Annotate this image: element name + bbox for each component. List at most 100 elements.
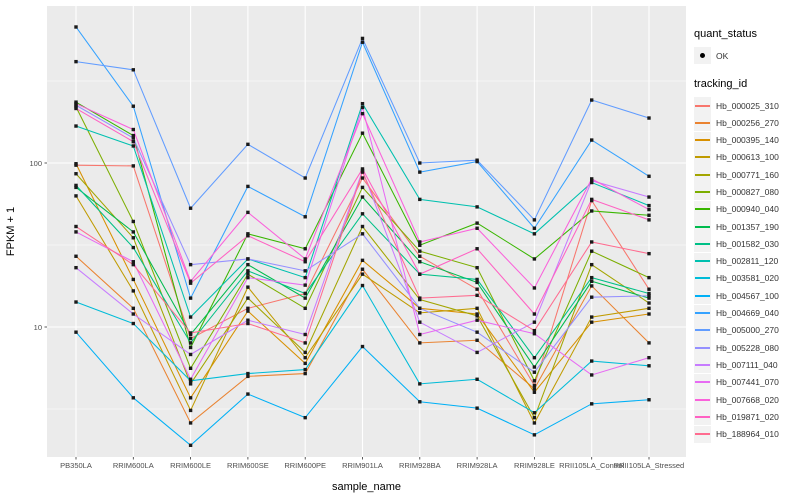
data-point	[188, 206, 193, 210]
data-point	[74, 25, 78, 29]
data-point	[131, 219, 135, 224]
data-point	[360, 267, 365, 271]
data-point	[303, 176, 307, 180]
data-point	[188, 443, 193, 447]
legend-key-swatch	[694, 373, 711, 391]
data-point	[647, 364, 651, 368]
data-point	[418, 382, 422, 386]
data-point	[246, 142, 250, 147]
legend-key-swatch	[694, 131, 711, 149]
data-point	[74, 224, 78, 229]
legend-label: Hb_000256_270	[716, 117, 779, 128]
x-tick-label: RRIM928LA	[457, 461, 498, 470]
data-point	[74, 183, 78, 188]
data-point	[647, 398, 651, 402]
legend-key-swatch	[694, 200, 711, 218]
data-point	[303, 332, 307, 337]
legend-label: Hb_003581_020	[716, 273, 779, 284]
x-tick-label: RRIM600SE	[227, 461, 269, 470]
data-point	[303, 296, 307, 300]
data-point	[590, 402, 594, 406]
data-point	[246, 269, 250, 273]
x-tick-label: RRIM600PE	[284, 461, 326, 470]
data-point	[74, 194, 78, 198]
data-point	[475, 377, 479, 381]
data-point	[590, 240, 594, 244]
legend-item-Hb_019871_020: Hb_019871_020	[694, 408, 800, 426]
data-point	[475, 306, 479, 311]
data-point	[246, 210, 250, 215]
legend-key-swatch	[694, 97, 711, 114]
data-point	[303, 350, 307, 355]
legend-label: Hb_007441_070	[716, 377, 779, 388]
data-point	[303, 361, 307, 366]
data-point	[188, 279, 193, 283]
y-tick-label: 10	[34, 323, 42, 332]
legend-key-swatch	[694, 235, 711, 253]
legend-label-ok: OK	[716, 50, 729, 61]
data-point	[418, 332, 422, 337]
legend-label: Hb_001357_190	[716, 221, 779, 232]
legend-key-line-icon	[695, 415, 710, 418]
point-marker-icon	[700, 53, 705, 58]
data-point	[131, 68, 135, 72]
data-point	[360, 167, 365, 171]
data-point	[590, 98, 594, 102]
data-point	[647, 287, 651, 291]
legend-item-Hb_000025_310: Hb_000025_310	[694, 97, 800, 114]
data-point	[418, 320, 422, 324]
data-point	[647, 301, 651, 305]
x-tick-label: RRIM600LA	[113, 461, 154, 470]
data-point	[188, 341, 193, 345]
data-point	[532, 226, 537, 230]
data-point	[188, 352, 193, 357]
data-point	[475, 205, 479, 209]
x-axis-title: sample_name	[332, 481, 401, 493]
data-point	[475, 280, 479, 285]
data-point	[647, 203, 651, 208]
data-point	[475, 158, 479, 162]
data-point	[532, 370, 537, 374]
data-point	[475, 226, 479, 230]
data-point	[418, 161, 422, 165]
data-point	[74, 254, 78, 258]
data-point	[532, 433, 537, 437]
data-point	[532, 332, 537, 336]
data-point	[246, 321, 250, 326]
data-point	[532, 328, 537, 333]
legend-key-swatch	[694, 339, 711, 357]
data-point	[475, 350, 479, 355]
data-point	[74, 162, 78, 166]
data-point	[647, 291, 651, 296]
data-point	[590, 320, 594, 324]
data-point	[647, 312, 651, 316]
data-point	[475, 406, 479, 410]
data-point	[418, 311, 422, 315]
data-point	[74, 106, 78, 111]
legend-key-line-icon	[695, 156, 710, 159]
data-point	[532, 421, 537, 425]
legend-item-ok: OK	[694, 47, 800, 64]
data-point	[590, 295, 594, 299]
data-point	[647, 213, 651, 217]
legend-item-Hb_005228_080: Hb_005228_080	[694, 339, 800, 357]
data-point	[532, 286, 537, 290]
legend-item-Hb_000771_160: Hb_000771_160	[694, 166, 800, 184]
data-point	[418, 306, 422, 311]
data-point	[590, 373, 594, 377]
legend-key-swatch	[694, 425, 711, 443]
data-point	[647, 174, 651, 178]
data-point	[131, 104, 135, 108]
legend-key-line-icon	[695, 312, 710, 315]
data-point	[360, 283, 365, 288]
data-point	[590, 262, 594, 267]
data-point	[74, 185, 78, 190]
legend-key-swatch	[694, 408, 711, 426]
data-point	[188, 396, 193, 400]
legend-key-line-icon	[695, 398, 710, 401]
legend-label: Hb_000827_080	[716, 186, 779, 197]
legend-key-ok	[694, 47, 711, 64]
legend-key-swatch	[694, 287, 711, 305]
data-point	[532, 365, 537, 369]
data-point	[131, 262, 135, 267]
